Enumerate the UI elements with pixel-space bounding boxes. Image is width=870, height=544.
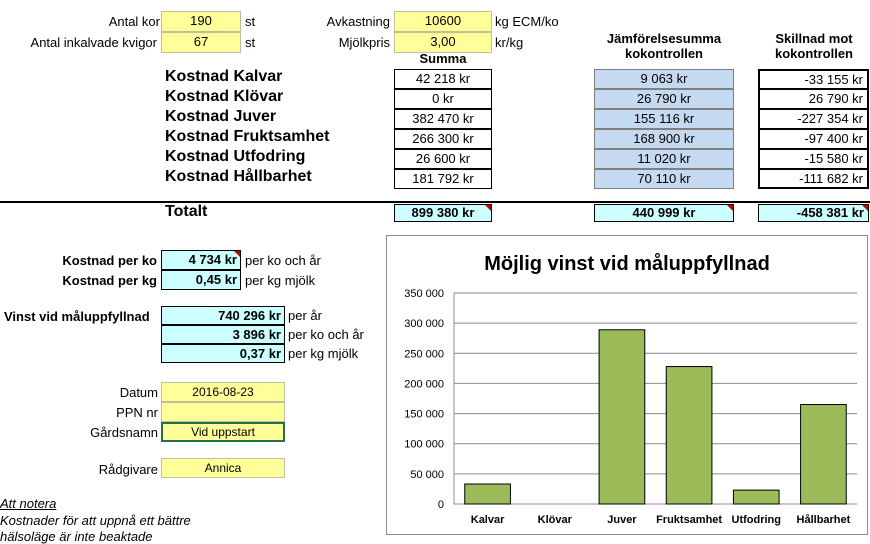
cost-row-skillnad[interactable]: 26 790 kr [758, 89, 869, 109]
chart-ytick-label: 300 000 [404, 318, 444, 330]
kvigor-unit: st [245, 35, 256, 50]
cost-row-skillnad[interactable]: -97 400 kr [758, 129, 869, 149]
avkastning-input[interactable]: 10600 [394, 11, 492, 32]
cost-row-skillnad[interactable]: -15 580 kr [758, 149, 869, 169]
chart-bar-juver[interactable] [598, 329, 646, 505]
summa-header: Summa [419, 51, 467, 66]
kostnad-per-ko-label: Kostnad per ko [62, 253, 157, 268]
cost-row-label: Kostnad Fruktsamhet [165, 128, 330, 145]
kostnad-per-ko-unit: per ko och år [245, 253, 321, 268]
avkastning-label: Avkastning [326, 14, 390, 29]
jamforelse-header-2: kokontrollen [624, 46, 703, 61]
cost-row-skillnad[interactable]: -227 354 kr [758, 109, 869, 129]
totalt-label: Totalt [165, 203, 208, 220]
cost-row-label: Kostnad Kalvar [165, 68, 283, 85]
cost-row-summa[interactable]: 181 792 kr [394, 169, 492, 189]
chart-ytick-label: 350 000 [404, 288, 444, 300]
antal-kor-label: Antal kor [108, 14, 160, 29]
totalt-summa[interactable]: 899 380 kr [394, 204, 492, 222]
jamforelse-header-1: Jämförelsesumma [606, 31, 722, 46]
cost-row-jamf[interactable]: 11 020 kr [594, 149, 734, 169]
avkastning-unit: kg ECM/ko [495, 14, 559, 29]
antal-kor-unit: st [245, 14, 256, 29]
total-divider [0, 201, 870, 203]
cost-row-skillnad[interactable]: -33 155 kr [758, 69, 869, 89]
antal-kor-input[interactable]: 190 [161, 11, 241, 32]
cost-row-jamf[interactable]: 155 116 kr [594, 109, 734, 129]
vinst-per-ar-unit: per år [288, 308, 322, 323]
cost-row-jamf[interactable]: 70 110 kr [594, 169, 734, 189]
chart-ytick-label: 100 000 [404, 439, 444, 451]
vinst-per-kg-unit: per kg mjölk [288, 346, 359, 361]
mjolkpris-label: Mjölkpris [338, 35, 390, 50]
cost-row-jamf[interactable]: 168 900 kr [594, 129, 734, 149]
chart-title: Möjlig vinst vid måluppfyllnad [484, 252, 770, 275]
datum-label: Datum [119, 385, 158, 400]
cost-row-summa[interactable]: 382 470 kr [394, 109, 492, 129]
cost-row-summa[interactable]: 42 218 kr [394, 69, 492, 89]
mjolkpris-input[interactable]: 3,00 [394, 32, 492, 53]
mjolkpris-unit: kr/kg [495, 35, 524, 50]
cost-row-label: Kostnad Hållbarhet [165, 168, 312, 185]
kvigor-input[interactable]: 67 [161, 32, 241, 53]
notes-title: Att notera [0, 496, 57, 511]
kostnad-per-kg-unit: per kg mjölk [245, 273, 316, 288]
cost-row-jamf[interactable]: 26 790 kr [594, 89, 734, 109]
chart-bar-fruktsamhet[interactable] [665, 366, 713, 505]
chart-ytick-label: 250 000 [404, 348, 444, 360]
chart-xtick-label: Fruktsamhet [656, 514, 722, 526]
skillnad-header-1: Skillnad mot [775, 31, 853, 46]
notes-line-2: hälsoläge är inte beaktade [0, 529, 153, 544]
ppn-input[interactable] [161, 402, 285, 422]
cost-row-jamf[interactable]: 9 063 kr [594, 69, 734, 89]
ppn-label: PPN nr [116, 405, 158, 420]
cost-row-label: Kostnad Klövar [165, 88, 284, 105]
notes-line-1: Kostnader för att uppnå ett bättre [0, 513, 191, 528]
cost-row-summa[interactable]: 0 kr [394, 89, 492, 109]
vinst-label: Vinst vid måluppfyllnad [4, 309, 150, 324]
chart-bar-hållbarhet[interactable] [800, 404, 847, 505]
skillnad-header-2: kokontrollen [774, 46, 853, 61]
chart-xtick-label: Juver [607, 514, 637, 526]
chart-xtick-label: Kalvar [471, 514, 505, 526]
cost-row-skillnad[interactable]: -111 682 kr [758, 169, 869, 189]
gard-label: Gårdsnamn [90, 425, 158, 440]
kostnad-per-kg-label: Kostnad per kg [62, 273, 157, 288]
vinst-per-ko-unit: per ko och år [288, 327, 364, 342]
cost-row-label: Kostnad Juver [165, 108, 277, 125]
chart-ytick-label: 200 000 [404, 378, 444, 390]
chart-ytick-label: 50 000 [410, 469, 444, 481]
kostnad-per-ko-value[interactable]: 4 734 kr [161, 250, 241, 270]
chart-xtick-label: Klövar [538, 514, 573, 526]
kostnad-per-kg-value[interactable]: 0,45 kr [161, 270, 241, 290]
radgivare-input[interactable]: Annica [161, 458, 285, 478]
cost-row-label: Kostnad Utfodring [165, 148, 306, 165]
gard-input[interactable]: Vid uppstart [161, 422, 285, 442]
cost-row-summa[interactable]: 266 300 kr [394, 129, 492, 149]
chart-ytick-label: 0 [438, 499, 444, 511]
vinst-per-ko-value[interactable]: 3 896 kr [161, 325, 285, 344]
chart-xtick-label: Hållbarhet [797, 514, 851, 526]
vinst-chart-svg: Möjlig vinst vid måluppfyllnad 0 50 000 10… [404, 252, 857, 526]
kvigor-label: Antal inkalvade kvigor [30, 35, 157, 50]
radgivare-label: Rådgivare [98, 462, 158, 477]
totalt-skillnad[interactable]: -458 381 kr [758, 204, 869, 222]
totalt-jamf[interactable]: 440 999 kr [594, 204, 734, 222]
vinst-per-kg-value[interactable]: 0,37 kr [161, 344, 285, 363]
chart-bar-utfodring[interactable] [732, 489, 780, 505]
chart-ytick-label: 150 000 [404, 409, 444, 421]
chart-bar-kalvar[interactable] [464, 483, 511, 505]
datum-input[interactable]: 2016-08-23 [161, 382, 285, 402]
chart-xtick-label: Utfodring [732, 514, 781, 526]
vinst-per-ar-value[interactable]: 740 296 kr [161, 306, 285, 325]
vinst-chart[interactable]: Möjlig vinst vid måluppfyllnad 0 50 000 10… [386, 235, 868, 535]
cost-row-summa[interactable]: 26 600 kr [394, 149, 492, 169]
